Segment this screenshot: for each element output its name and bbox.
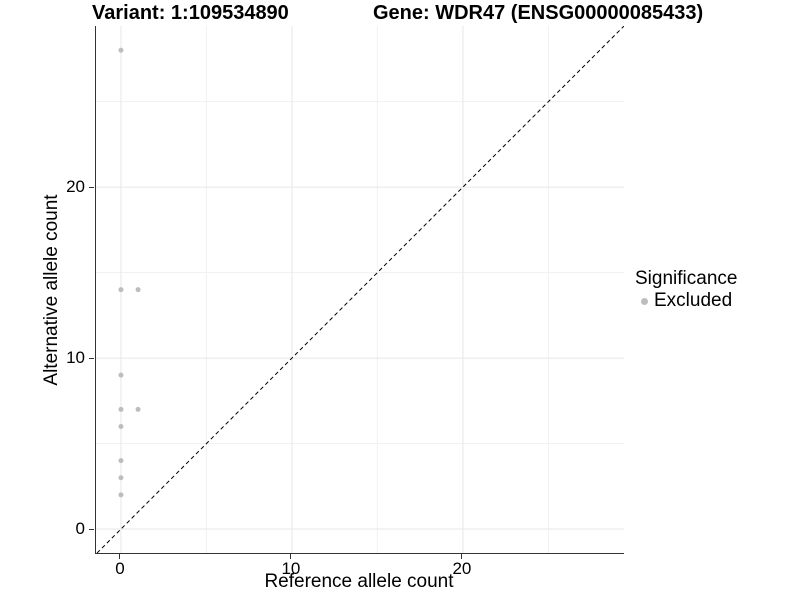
x-tick-label: 0 [115,559,125,578]
legend-title: Significance [635,268,738,289]
x-axis-title: Reference allele count [264,571,454,592]
x-tick-label: 10 [281,559,301,578]
data-point [118,47,124,53]
data-point [118,458,124,464]
data-point [135,406,141,412]
data-point [135,287,141,293]
data-point [118,423,124,429]
data-point [118,372,124,378]
plot-panel [95,26,624,554]
legend-item-label: Excluded [654,290,733,311]
y-tick-label: 10 [66,348,85,368]
identity-line [96,26,624,553]
legend-item: Excluded [635,291,737,311]
legend-items: Excluded [635,291,737,311]
x-tick-mark [461,554,463,559]
data-point [118,287,124,293]
data-point [118,492,124,498]
x-tick-mark [119,554,121,559]
gene-title: Gene: WDR47 (ENSG00000085433) [373,2,704,24]
y-tick-mark [89,528,94,530]
data-point [118,406,124,412]
variant-title: Variant: 1:109534890 [92,2,289,24]
y-tick-label: 0 [75,519,85,539]
data-point [118,475,124,481]
legend-key-dot [641,297,648,305]
x-tick-label: 20 [452,559,472,578]
plot-canvas [96,26,624,553]
x-tick-mark [290,554,292,559]
y-tick-mark [89,186,94,188]
y-tick-mark [89,357,94,359]
y-tick-label: 20 [66,177,85,197]
legend: Significance Excluded [635,268,737,311]
